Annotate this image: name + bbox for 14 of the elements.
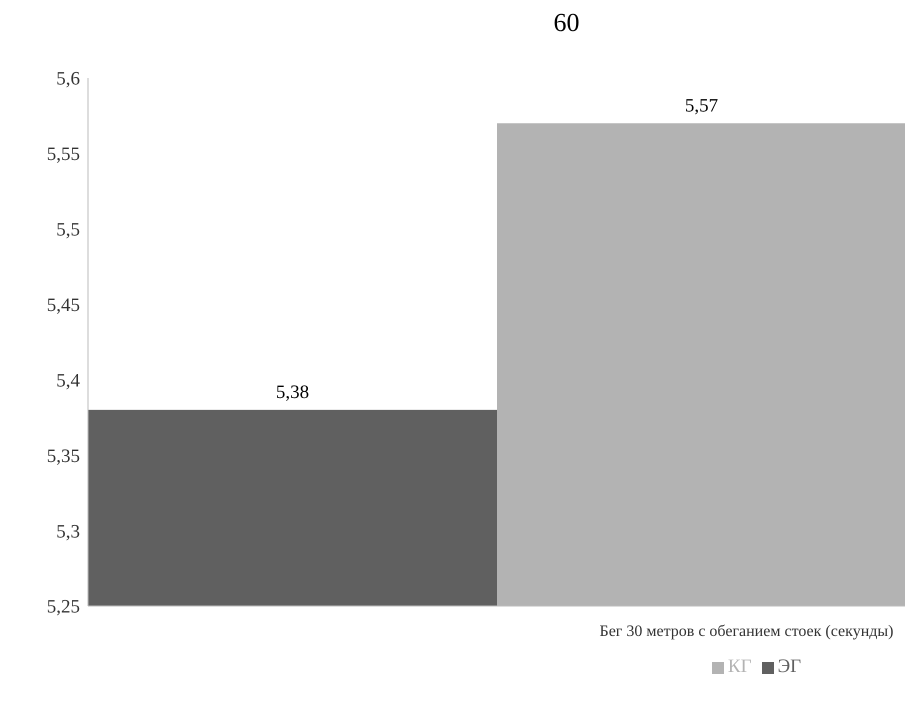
- legend-label: КГ: [728, 656, 752, 677]
- y-tick-label: 5,25: [46, 596, 80, 618]
- y-tick-label: 5,4: [56, 370, 80, 392]
- y-tick-label: 5,6: [56, 68, 80, 90]
- x-tick-label: Бег 30 метров с обеганием стоек (секунды): [600, 623, 894, 640]
- y-tick-label: 5,45: [46, 295, 80, 316]
- legend-label: ЭГ: [778, 656, 802, 677]
- y-tick-label: 5,35: [46, 446, 80, 467]
- data-label: 5,57: [684, 95, 718, 116]
- data-label: 5,38: [276, 382, 310, 403]
- y-tick-label: 5,55: [46, 144, 80, 166]
- y-tick-label: 5,5: [56, 220, 80, 241]
- chart-title: 60: [552, 8, 580, 39]
- y-tick-label: 5,3: [56, 521, 80, 542]
